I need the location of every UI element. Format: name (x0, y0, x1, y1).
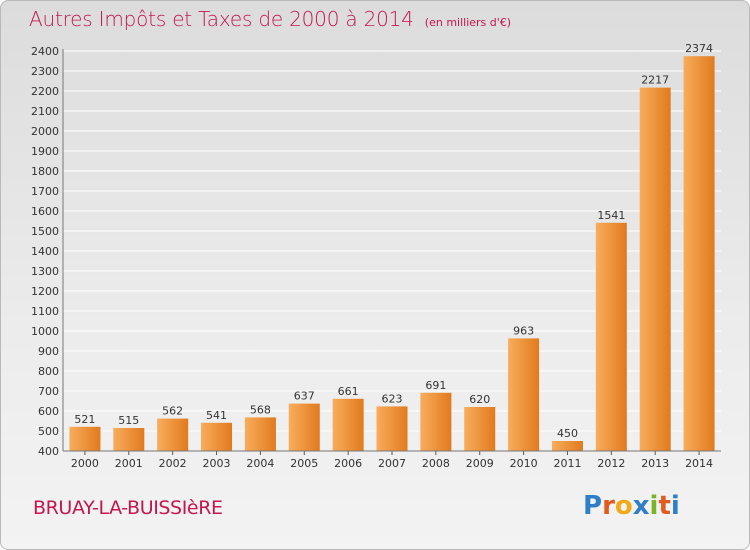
bar-2012 (595, 222, 627, 451)
x-tick-label: 2008 (422, 457, 450, 470)
x-tick-label: 2000 (71, 457, 99, 470)
bar-2009 (464, 407, 496, 451)
bar-value-labels: 521 515 562 541 568 637 661 623 691 620 963 450 1541… (74, 42, 713, 440)
x-tick-label: 2009 (466, 457, 494, 470)
bar-2003 (201, 422, 233, 451)
x-tick-label: 2011 (553, 457, 581, 470)
y-tick-label: 1700 (31, 185, 59, 198)
bar-2001 (113, 428, 145, 451)
y-axis-tick-labels: 400 500 600 700 800 900 1000 1100 1200 1300 1400 15… (31, 45, 59, 458)
y-tick-label: 2000 (31, 125, 59, 138)
bar-2008 (420, 392, 452, 451)
bar-2010 (508, 338, 540, 451)
bar-2006 (332, 398, 364, 451)
bar-2002 (157, 418, 189, 451)
logo-letter: i (649, 491, 659, 521)
bar-2004 (244, 417, 276, 451)
bar-value-label: 568 (250, 403, 271, 416)
bar-value-label: 521 (74, 413, 95, 426)
y-tick-label: 2200 (31, 85, 59, 98)
y-tick-label: 1800 (31, 165, 59, 178)
y-tick-label: 500 (38, 425, 59, 438)
bar-value-label: 2374 (685, 42, 713, 55)
x-tick-label: 2013 (641, 457, 669, 470)
x-tick-label: 2004 (246, 457, 274, 470)
x-tick-label: 2001 (115, 457, 143, 470)
bar-2005 (288, 403, 320, 451)
logo-letter: i (670, 491, 680, 521)
town-name: BRUAY-LA-BUISSIèRE (33, 497, 223, 519)
x-tick-label: 2014 (685, 457, 713, 470)
y-tick-label: 1400 (31, 245, 59, 258)
y-tick-label: 2100 (31, 105, 59, 118)
x-tick-label: 2003 (203, 457, 231, 470)
y-tick-label: 1000 (31, 325, 59, 338)
y-tick-label: 800 (38, 365, 59, 378)
bar-value-label: 963 (513, 324, 534, 337)
y-tick-label: 2400 (31, 45, 59, 58)
y-tick-label: 400 (38, 445, 59, 458)
y-tick-label: 1500 (31, 225, 59, 238)
bar-value-label: 515 (118, 414, 139, 427)
bar-value-label: 450 (557, 427, 578, 440)
x-tick-label: 2006 (334, 457, 362, 470)
bar-value-label: 541 (206, 409, 227, 422)
bar-value-label: 661 (338, 385, 359, 398)
bar-2007 (376, 406, 408, 451)
x-tick-label: 2007 (378, 457, 406, 470)
logo-letter: r (602, 491, 615, 521)
chart-unit-label: (en milliers d'€) (424, 16, 512, 29)
x-axis-tick-labels: 2000 2001 2002 2003 2004 2005 2006 2007 2008 2009… (71, 451, 713, 470)
bar-value-label: 637 (294, 390, 315, 403)
bar-value-label: 620 (469, 393, 490, 406)
logo-letter: t (658, 491, 671, 521)
bar-2000 (69, 426, 101, 451)
logo-letter: x (632, 491, 650, 521)
y-tick-label: 1900 (31, 145, 59, 158)
bar-2011 (551, 441, 583, 451)
bar-value-label: 1541 (597, 209, 625, 222)
x-tick-label: 2012 (597, 457, 625, 470)
x-tick-label: 2005 (290, 457, 318, 470)
bar-2013 (639, 87, 671, 451)
y-tick-label: 900 (38, 345, 59, 358)
y-tick-label: 1300 (31, 265, 59, 278)
chart-title-text: Autres Impôts et Taxes de 2000 à 2014 (29, 7, 414, 31)
y-tick-label: 700 (38, 385, 59, 398)
bar-value-label: 623 (382, 392, 403, 405)
bars (69, 56, 715, 451)
proxiti-logo: Proxiti (583, 491, 680, 521)
y-tick-label: 1600 (31, 205, 59, 218)
logo-letter: o (614, 491, 633, 521)
x-tick-label: 2002 (159, 457, 187, 470)
y-tick-label: 1100 (31, 305, 59, 318)
bar-value-label: 691 (425, 379, 446, 392)
logo-letter: P (583, 491, 603, 521)
bar-value-label: 2217 (641, 74, 669, 87)
y-tick-label: 2300 (31, 65, 59, 78)
chart-title: Autres Impôts et Taxes de 2000 à 2014 (e… (29, 7, 511, 31)
y-tick-label: 600 (38, 405, 59, 418)
axes (62, 49, 721, 452)
x-tick-label: 2010 (510, 457, 538, 470)
bar-2014 (683, 56, 715, 451)
y-tick-label: 1200 (31, 285, 59, 298)
bar-value-label: 562 (162, 405, 183, 418)
